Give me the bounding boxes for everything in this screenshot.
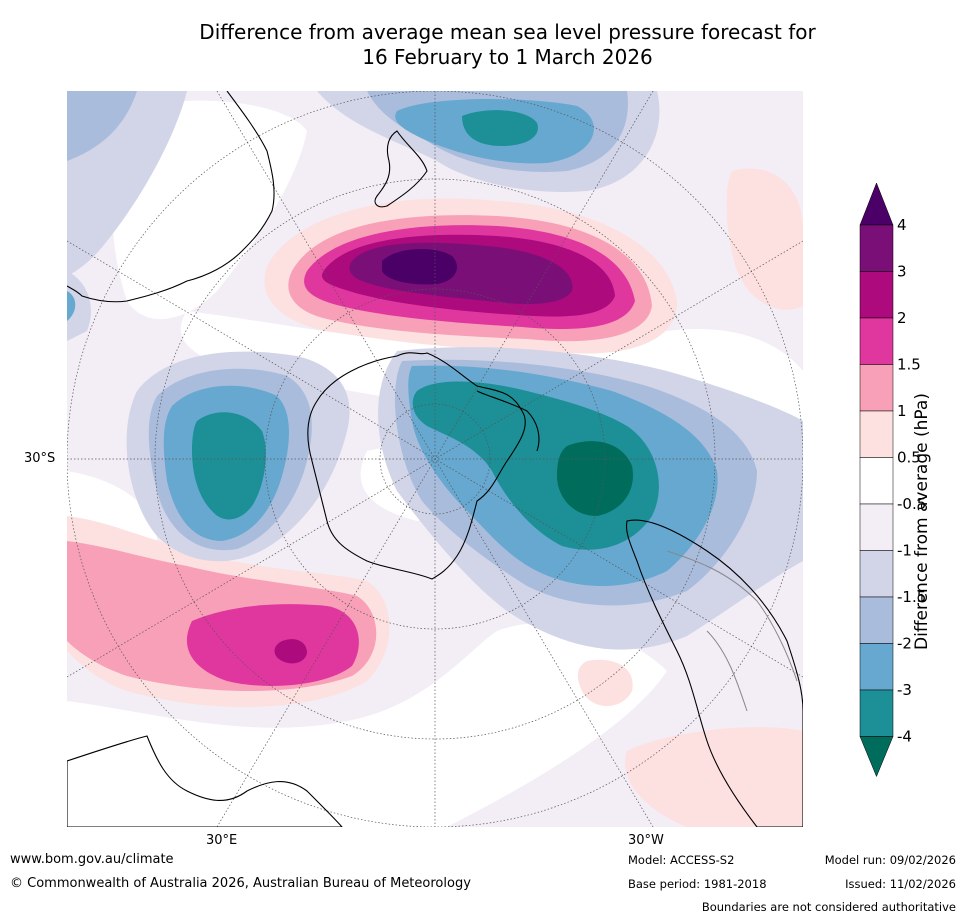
colorbar-tick-label: 4 (897, 216, 907, 234)
positive-anomaly-0-5 (625, 727, 803, 827)
colorbar-bin (859, 550, 894, 598)
colorbar-tick-label: -4 (897, 728, 912, 746)
positive-anomaly-0-5 (726, 168, 803, 310)
positive-anomaly-4 (382, 249, 457, 285)
south-america-coastline (625, 519, 803, 827)
borders (666, 550, 798, 712)
disclaimer: Boundaries are not considered authoritat… (701, 900, 956, 914)
graticule (67, 91, 803, 827)
lon-label-30w: 30°W (628, 833, 664, 848)
negative-anomaly-1 (67, 271, 91, 341)
colorbar-tick-label: 1.5 (897, 356, 921, 374)
lat-label-30s: 30°S (24, 451, 56, 466)
model-name: Model: ACCESS-S2 (628, 853, 735, 867)
colorbar-extend-bottom (859, 736, 894, 778)
colorbar-bin (859, 503, 894, 551)
website-link[interactable]: www.bom.gov.au/climate (10, 852, 174, 867)
chart-title: Difference from average mean sea level p… (0, 20, 965, 70)
colorbar-tick-label: 3 (897, 263, 907, 281)
negative-anomaly-2 (67, 291, 76, 321)
colorbar-tick-label: -3 (897, 681, 912, 699)
coastlines (67, 91, 803, 827)
colorbar-tick-label: -1.5 (897, 588, 926, 606)
colorbar-bins (859, 182, 894, 778)
colorbar: 4 3 2 1.5 1 0.5 -0.5 -1 -1.5 -2 -3 -4 (859, 182, 926, 778)
colorbar-title: Difference from average (hPa) (912, 393, 932, 650)
negative-anomaly-1-5 (67, 91, 137, 161)
colorbar-bin (859, 410, 894, 458)
title-line-1: Difference from average mean sea level p… (199, 20, 816, 44)
negative-anomaly-4 (557, 441, 633, 516)
colorbar-ticks: 4 3 2 1.5 1 0.5 -0.5 -1 -1.5 -2 -3 -4 (897, 216, 926, 746)
colorbar-tick-label: 1 (897, 402, 907, 420)
africa-coastline (67, 735, 343, 827)
colorbar-tick-label: -2 (897, 635, 912, 653)
colorbar-bin (859, 224, 894, 272)
copyright-text: © Commonwealth of Australia 2026, Austra… (10, 876, 471, 891)
colorbar-bin (859, 643, 894, 691)
negative-anomaly-3 (462, 110, 538, 146)
colorbar-tick-label: 0.5 (897, 449, 921, 467)
colorbar-extend-top (859, 182, 894, 226)
positive-anomaly-2 (274, 639, 307, 664)
colorbar-bin (859, 457, 894, 505)
colorbar-tick-label: -0.5 (897, 495, 926, 513)
australia-coastline (67, 91, 275, 303)
colorbar-bin (859, 271, 894, 319)
issued-date: Issued: 11/02/2026 (845, 877, 956, 891)
antarctica-coastline (307, 352, 526, 580)
colorbar-bin (859, 317, 894, 365)
colorbar-tick-label: -1 (897, 542, 912, 560)
positive-anomaly-0-5 (577, 659, 633, 706)
colorbar-tick-label: 2 (897, 309, 907, 327)
title-line-2: 16 February to 1 March 2026 (362, 45, 653, 69)
colorbar-bin (859, 689, 894, 737)
colorbar-bin (859, 364, 894, 412)
neutral-region (67, 623, 667, 827)
model-run-date: Model run: 09/02/2026 (824, 853, 956, 867)
colorbar-bin (859, 596, 894, 644)
pressure-anomaly-map (67, 91, 803, 827)
base-period: Base period: 1981-2018 (628, 877, 767, 891)
antarctic-peninsula-coastline (476, 390, 540, 452)
positive-anomaly-1-5 (186, 604, 359, 686)
negative-anomaly-3 (192, 412, 266, 520)
lon-label-30e: 30°E (206, 833, 238, 848)
new-zealand-coastline (374, 130, 428, 208)
